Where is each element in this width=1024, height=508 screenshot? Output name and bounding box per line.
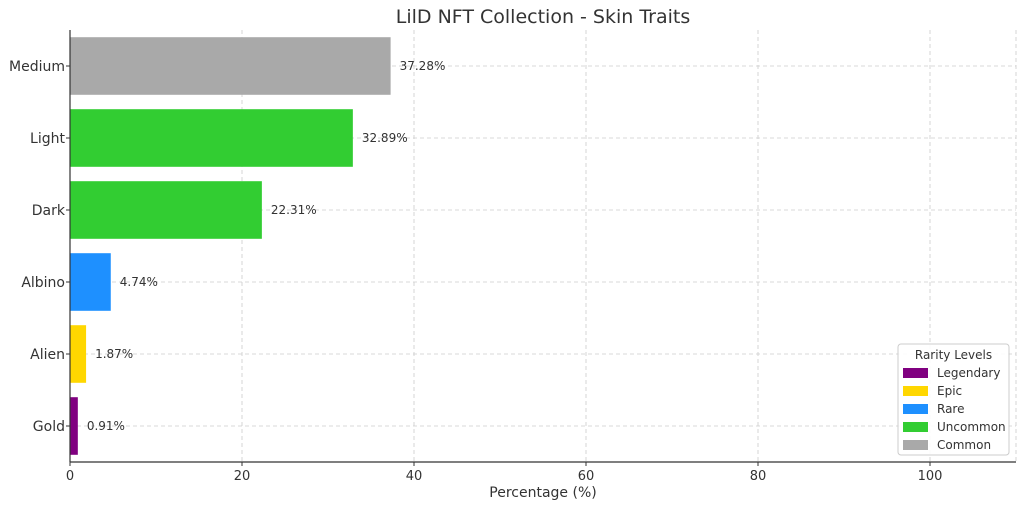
bar-medium <box>70 37 391 95</box>
x-tick-label: 80 <box>750 469 767 484</box>
category-label: Albino <box>21 275 65 291</box>
legend-label-epic: Epic <box>937 384 962 398</box>
bar-light <box>70 109 353 167</box>
x-tick-label: 40 <box>406 469 423 484</box>
bar-gold <box>70 397 78 455</box>
bar-alien <box>70 325 87 383</box>
x-tick-label: 20 <box>234 469 251 484</box>
legend-label-rare: Rare <box>937 402 964 416</box>
category-labels: Gold Alien Albino Dark Light Medium <box>9 59 66 435</box>
bar-value-label: 32.89% <box>362 131 408 145</box>
bar-value-labels: 0.91% 1.87% 4.74% 22.31% 32.89% 37.28% <box>87 59 446 433</box>
legend-title: Rarity Levels <box>915 348 992 362</box>
legend-swatch-uncommon <box>903 422 928 432</box>
axes <box>66 30 1016 463</box>
category-label: Dark <box>32 203 66 219</box>
category-label: Alien <box>30 347 65 363</box>
legend-label-uncommon: Uncommon <box>937 420 1006 434</box>
bar-value-label: 22.31% <box>271 203 317 217</box>
x-tick-label: 60 <box>578 469 595 484</box>
bar-value-label: 0.91% <box>87 419 125 433</box>
category-label: Medium <box>9 59 65 75</box>
x-tick-label: 0 <box>66 469 74 484</box>
x-tick-labels: 0 20 40 60 80 100 <box>66 462 943 484</box>
category-label: Light <box>30 131 65 147</box>
x-tick-label: 100 <box>918 469 943 484</box>
legend-swatch-common <box>903 440 928 450</box>
x-axis-label: Percentage (%) <box>489 485 596 501</box>
bar-value-label: 37.28% <box>400 59 446 73</box>
legend-swatch-epic <box>903 386 928 396</box>
bar-value-label: 1.87% <box>95 347 133 361</box>
legend: Rarity Levels Legendary Epic Rare Uncommon Co… <box>897 343 1010 456</box>
legend-swatch-legendary <box>903 368 928 378</box>
legend-swatch-rare <box>903 404 928 414</box>
chart-title: LilD NFT Collection - Skin Traits <box>396 6 691 28</box>
bars <box>70 37 391 455</box>
legend-label-legendary: Legendary <box>937 366 1000 380</box>
legend-label-common: Common <box>937 438 991 452</box>
bar-albino <box>70 253 111 311</box>
bar-dark <box>70 181 262 239</box>
bar-value-label: 4.74% <box>120 275 158 289</box>
category-label: Gold <box>33 419 65 435</box>
